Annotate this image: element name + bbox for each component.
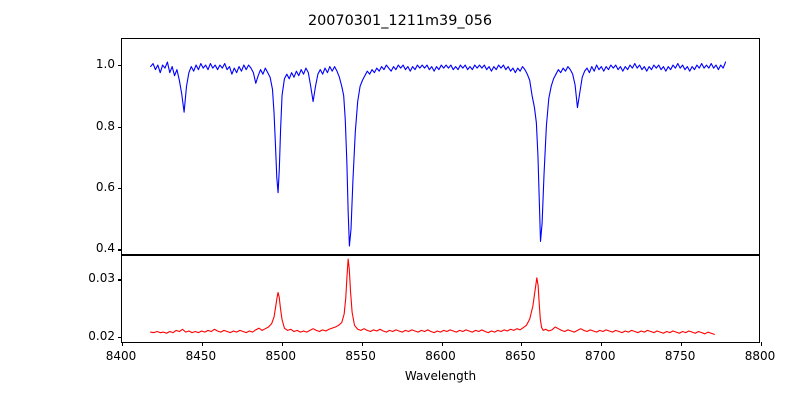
spectrum-line-series [122, 39, 759, 254]
x-tick-mark [521, 342, 523, 346]
x-tick-label: 8600 [425, 349, 456, 363]
x-tick-mark [122, 342, 124, 346]
x-tick-label: 8550 [345, 349, 376, 363]
y-tick-label: 0.8 [95, 118, 115, 133]
y-tick-mark [118, 126, 122, 128]
x-tick-mark [361, 342, 363, 346]
y-tick-mark [118, 65, 122, 67]
x-axis-label: Wavelength [404, 369, 477, 383]
x-tick-label: 8800 [744, 349, 776, 363]
x-tick-label: 8500 [265, 349, 297, 363]
y-tick-label: 0.4 [95, 241, 115, 256]
spectrum-plot-area [118, 38, 760, 255]
x-tick-mark [201, 342, 203, 346]
x-tick-mark [441, 342, 443, 346]
x-tick-label: 8450 [185, 349, 217, 363]
x-tick-label: 8750 [664, 349, 696, 363]
y-tick-mark [118, 188, 122, 190]
error-line-series [122, 256, 759, 342]
y-tick-label: 1.0 [95, 57, 115, 72]
x-tick-label: 8400 [105, 349, 137, 363]
error-plot-area [118, 255, 763, 346]
y-tick-label: 0.02 [88, 329, 115, 344]
x-tick-mark [681, 342, 683, 346]
y-tick-mark [118, 249, 122, 251]
x-tick-mark [281, 342, 283, 346]
y-tick-mark [118, 279, 122, 281]
x-tick-label: 8650 [505, 349, 536, 363]
y-tick-label: 0.6 [95, 180, 115, 195]
y-tick-label: 0.03 [88, 271, 115, 286]
x-tick-label: 8700 [584, 349, 616, 363]
x-tick-mark [601, 342, 603, 346]
figure-title: 20070301_1211m39_056 [307, 13, 493, 29]
y-tick-mark [118, 337, 122, 339]
x-tick-mark [761, 342, 763, 346]
